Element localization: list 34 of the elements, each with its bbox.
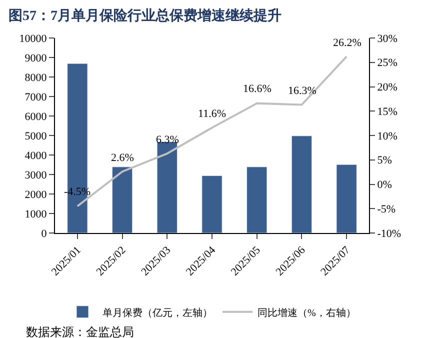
source-note: 数据来源：金监总局 xyxy=(26,325,134,338)
chart-title: 图57：7月单月保险行业总保费增速继续提升 xyxy=(8,6,282,24)
y2-tick-label: 25% xyxy=(377,57,398,70)
y2-tick-label: -5% xyxy=(377,203,396,216)
bar xyxy=(291,136,312,233)
y-tick-label: 7000 xyxy=(24,91,48,104)
y-tick-label: 9000 xyxy=(24,52,48,64)
y-tick-label: 4000 xyxy=(24,150,48,162)
legend-label: 同比增速（%，右轴） xyxy=(258,306,356,319)
y2-tick-label: -10% xyxy=(377,228,402,240)
y-tick-label: 6000 xyxy=(24,110,48,123)
y-tick-label: 10000 xyxy=(19,32,48,45)
y-tick-label: 8000 xyxy=(24,72,48,84)
legend-label: 单月保费（亿元，左轴） xyxy=(102,306,212,319)
data-label: 16.6% xyxy=(243,83,272,95)
bar xyxy=(112,166,133,233)
y2-tick-label: 0% xyxy=(377,179,392,192)
bar xyxy=(336,164,357,233)
y-tick-label: 1000 xyxy=(24,208,48,220)
y-tick-label: 5000 xyxy=(24,130,48,142)
y2-tick-label: 30% xyxy=(377,32,398,45)
y2-tick-label: 20% xyxy=(377,82,398,94)
data-label: 2.6% xyxy=(111,152,134,164)
data-label: 11.6% xyxy=(198,108,226,120)
data-label: 26.2% xyxy=(333,37,362,49)
bar xyxy=(202,175,222,233)
data-label: 16.3% xyxy=(288,85,316,97)
y2-tick-label: 10% xyxy=(377,130,398,142)
y-tick-label: 3000 xyxy=(24,169,48,182)
y-tick-label: 2000 xyxy=(24,188,48,201)
bar xyxy=(246,166,268,233)
y2-tick-label: 5% xyxy=(377,154,392,167)
y2-tick-label: 15% xyxy=(377,106,398,118)
y-tick-label: 0 xyxy=(41,228,48,240)
